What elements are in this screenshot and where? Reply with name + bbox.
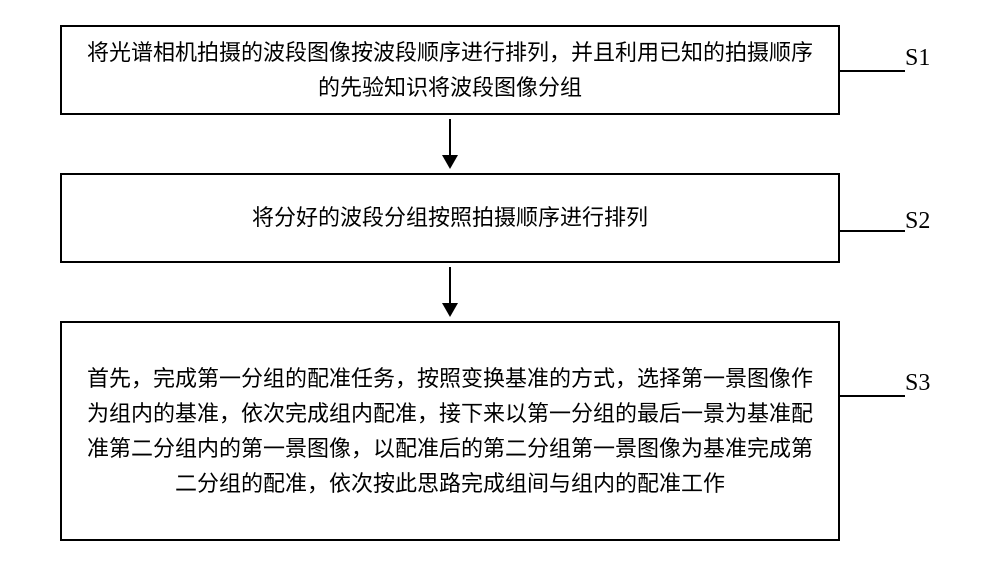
step-text-s3: 首先，完成第一分组的配准任务，按照变换基准的方式，选择第一景图像作为组内的基准，… bbox=[86, 361, 814, 502]
connector-line-s3 bbox=[840, 395, 905, 397]
step-text-s2: 将分好的波段分组按照拍摄顺序进行排列 bbox=[252, 200, 648, 235]
step-box-s2: 将分好的波段分组按照拍摄顺序进行排列 bbox=[60, 173, 840, 263]
arrow-s1-s2 bbox=[60, 119, 840, 169]
connector-line-s2 bbox=[840, 230, 905, 232]
arrow-down-icon bbox=[440, 119, 460, 169]
step-label-s2: S2 bbox=[905, 208, 930, 235]
step-box-s3: 首先，完成第一分组的配准任务，按照变换基准的方式，选择第一景图像作为组内的基准，… bbox=[60, 321, 840, 541]
step-box-s1: 将光谱相机拍摄的波段图像按波段顺序进行排列，并且利用已知的拍摄顺序的先验知识将波… bbox=[60, 25, 840, 115]
flowchart-container: 将光谱相机拍摄的波段图像按波段顺序进行排列，并且利用已知的拍摄顺序的先验知识将波… bbox=[60, 25, 840, 541]
arrow-s2-s3 bbox=[60, 267, 840, 317]
step-label-s1: S1 bbox=[905, 45, 930, 72]
step-text-s1: 将光谱相机拍摄的波段图像按波段顺序进行排列，并且利用已知的拍摄顺序的先验知识将波… bbox=[86, 35, 814, 105]
step-label-s3: S3 bbox=[905, 370, 930, 397]
arrow-down-icon bbox=[440, 267, 460, 317]
connector-line-s1 bbox=[840, 70, 905, 72]
